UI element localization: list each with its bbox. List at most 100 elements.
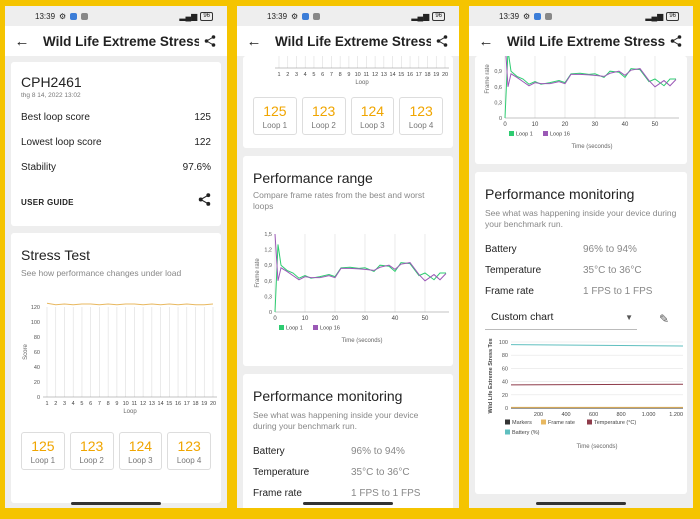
share-icon[interactable]	[431, 35, 453, 47]
legend-label: Loop 16	[550, 132, 570, 138]
x-tick-label: 1.000	[642, 412, 656, 418]
loop-tile[interactable]: 124 Loop 3	[118, 432, 163, 470]
share-icon[interactable]	[198, 193, 211, 211]
stress-test-card: Stress Test See how performance changes …	[11, 233, 221, 503]
y-tick-label: 60	[34, 350, 40, 356]
x-tick-label: 19	[433, 72, 439, 78]
stress-test-card-continued: 1 2 3 4 5 6 7 8 9 10 11 12 13 14 15 16 17 18 19 20 Loop 125 L…	[243, 56, 453, 148]
loop-score: 123	[409, 103, 433, 119]
monitoring-key: Temperature	[485, 265, 542, 276]
legend-label: Temperature (°C)	[594, 420, 636, 426]
custom-monitoring-chart: 0 20 40 60 80 100 Wild Life Extreme Stress Tes…	[488, 336, 684, 450]
x-tick-label: 13	[149, 401, 155, 407]
loop-tile[interactable]: 123 Loop 4	[399, 97, 443, 135]
loop-tile[interactable]: 124 Loop 3	[350, 97, 395, 135]
gesture-bar[interactable]	[71, 502, 161, 505]
x-tick-label: 14	[158, 401, 164, 407]
performance-monitoring-card: Performance monitoring See what was happ…	[475, 172, 687, 494]
loop-score: 123	[177, 438, 201, 454]
x-tick-label: 2	[54, 401, 57, 407]
score-row: Best loop score 125	[21, 112, 211, 123]
x-tick-label: 1	[277, 72, 280, 78]
app-notification-icon	[302, 12, 310, 20]
app-bar: ← Wild Life Extreme Stress Test	[469, 26, 693, 56]
back-arrow-icon[interactable]: ←	[478, 32, 494, 50]
performance-range-desc: Compare frame rates from the best and wo…	[253, 190, 425, 211]
app-bar: ← Wild Life Extreme Stress Test	[5, 26, 227, 56]
loop-label: Loop 2	[79, 456, 104, 465]
monitoring-title: Performance monitoring	[253, 388, 403, 404]
user-guide-link[interactable]: USER GUIDE	[21, 197, 74, 207]
x-tick-label: 0	[503, 122, 507, 128]
monitoring-value: 1 FPS to 1 FPS	[583, 286, 653, 297]
x-tick-label: 800	[616, 412, 625, 418]
status-bar: 13:39 ⚙ ▂▄▆ 96	[5, 6, 227, 26]
y-tick-label: 0,3	[264, 294, 272, 300]
share-icon[interactable]	[199, 35, 221, 47]
loop-tile[interactable]: 125 Loop 1	[253, 97, 297, 135]
y-axis-label: Wild Life Extreme Stress Test	[488, 338, 494, 413]
x-tick-label: 6	[321, 72, 324, 78]
loop-tile[interactable]: 123 Loop 4	[167, 432, 211, 470]
x-tick-label: 20	[442, 72, 448, 78]
x-tick-label: 16	[175, 401, 181, 407]
y-tick-label: 80	[502, 353, 508, 359]
x-tick-label: 15	[398, 72, 404, 78]
monitoring-value: 35°C to 36°C	[351, 467, 410, 478]
status-bar: 13:39 ⚙ ▂▄▆ 96	[469, 6, 693, 26]
status-time: 13:39	[499, 11, 520, 21]
loop-tile[interactable]: 123 Loop 2	[301, 97, 346, 135]
custom-chart-select[interactable]: Custom chart ▼	[485, 307, 637, 330]
loop-tile[interactable]: 123 Loop 2	[69, 432, 114, 470]
y-tick-label: 60	[502, 366, 508, 372]
share-icon[interactable]	[665, 35, 687, 47]
monitoring-key: Temperature	[253, 467, 310, 478]
signal-icon: ▂▄▆	[645, 11, 664, 21]
series-line-loop-1	[274, 244, 446, 313]
gear-icon: ⚙	[291, 11, 299, 21]
x-axis-label: Loop	[355, 80, 369, 86]
gesture-bar[interactable]	[536, 502, 626, 505]
x-tick-label: 16	[407, 72, 413, 78]
x-tick-label: 11	[132, 401, 138, 407]
loop-tile[interactable]: 125 Loop 1	[21, 432, 65, 470]
score-summary-card: CPH2461 thg 8 14, 2022 13:02 Best loop s…	[11, 62, 221, 226]
x-tick-label: 40	[622, 122, 629, 128]
y-tick-label: 40	[34, 365, 40, 371]
x-tick-label: 10	[355, 72, 361, 78]
x-tick-label: 13	[381, 72, 387, 78]
battery-icon: 96	[200, 11, 213, 21]
score-row: Lowest loop score 122	[21, 137, 211, 148]
gesture-bar[interactable]	[303, 502, 393, 505]
x-axis-label: Time (seconds)	[341, 338, 382, 344]
x-tick-label: 10	[123, 401, 129, 407]
notification-dot-icon	[313, 12, 321, 20]
monitoring-value: 96% to 94%	[583, 244, 637, 255]
stress-test-title: Stress Test	[21, 247, 90, 263]
back-arrow-icon[interactable]: ←	[14, 32, 30, 50]
monitoring-key: Frame rate	[253, 488, 302, 499]
loop-list: 125 Loop 1 123 Loop 2 124 Loop 3 123 Loop 4	[253, 97, 443, 135]
x-tick-label: 6	[89, 401, 92, 407]
score-row: Stability 97.6%	[21, 162, 211, 173]
score-label: Stability	[21, 162, 57, 173]
back-arrow-icon[interactable]: ←	[246, 32, 262, 50]
legend-swatch	[587, 419, 592, 425]
monitoring-key: Frame rate	[485, 286, 534, 297]
x-tick-label: 9	[115, 401, 118, 407]
x-tick-label: 20	[210, 401, 216, 407]
monitoring-row: Temperature 35°C to 36°C	[253, 467, 443, 478]
loop-score: 124	[360, 103, 385, 119]
stress-test-desc: See how performance changes under load	[21, 268, 182, 278]
y-axis-label: Score	[23, 344, 29, 360]
legend-swatch	[541, 419, 546, 425]
legend-label: Loop 16	[320, 326, 340, 332]
loop-score: 123	[311, 103, 336, 119]
x-tick-label: 3	[63, 401, 66, 407]
x-tick-label: 200	[534, 412, 543, 418]
y-tick-label: 80	[34, 335, 40, 341]
dropdown-arrow-icon: ▼	[625, 312, 633, 322]
edit-pencil-icon[interactable]: ✎	[659, 311, 670, 326]
app-notification-icon	[534, 12, 542, 20]
y-tick-label: 120	[31, 305, 40, 311]
